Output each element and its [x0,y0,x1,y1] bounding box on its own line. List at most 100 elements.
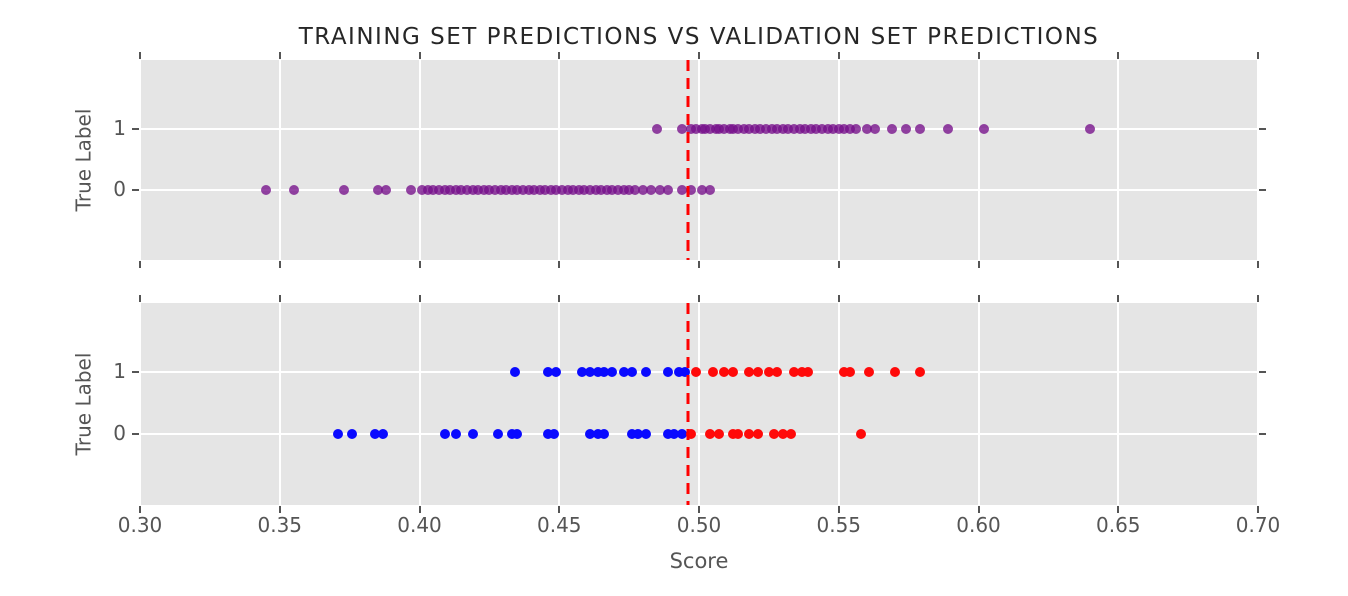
vertical-gridline [1257,60,1259,260]
data-point [523,184,534,195]
data-point [548,429,559,440]
data-point [738,123,749,134]
data-point [864,367,875,378]
data-point [495,184,506,195]
x-tick-mark [977,506,980,513]
vertical-gridline [418,60,421,260]
data-point [677,184,688,195]
x-tick-mark [1257,295,1259,302]
data-point [797,367,808,378]
data-point [663,367,674,378]
data-point [886,123,897,134]
data-point [584,429,595,440]
data-point [719,367,730,378]
data-point [545,184,556,195]
data-point [640,429,651,440]
x-tick-mark [139,52,141,59]
x-tick-mark [837,52,840,59]
x-tick-mark [418,295,421,302]
y-axis-label-text: True Label [71,108,96,212]
y-tick-label: 1 [113,359,126,384]
data-point [626,429,637,440]
data-point [914,367,925,378]
data-point [744,429,755,440]
data-point [691,367,702,378]
y-tick-mark [1259,188,1266,191]
data-point [632,429,643,440]
data-point [777,123,788,134]
data-point [707,367,718,378]
x-tick-mark [977,261,980,268]
x-tick-mark [418,506,421,513]
data-point [598,367,609,378]
y-tick-mark [132,371,139,374]
data-point [646,184,657,195]
x-tick-label: 0.55 [816,513,862,537]
data-point [512,429,523,440]
x-tick-label: 0.60 [956,513,1001,537]
x-tick-mark [698,52,700,59]
data-point [473,184,484,195]
y-tick-label: 0 [113,421,126,446]
horizontal-gridline [140,433,1258,436]
data-point [543,429,554,440]
data-point [942,123,953,134]
data-point [347,429,358,440]
data-point [529,184,540,195]
data-point [380,184,391,195]
x-tick-mark [418,52,421,59]
data-point [607,367,618,378]
data-point [543,367,554,378]
data-point [369,429,380,440]
data-point [752,429,763,440]
x-tick-label: 0.35 [257,513,303,537]
data-point [705,123,716,134]
x-tick-label: 0.70 [1235,513,1281,537]
data-point [624,184,635,195]
data-point [811,123,822,134]
vertical-gridline [558,60,561,260]
x-tick-mark [837,261,840,268]
y-tick-mark [1259,371,1266,374]
x-tick-mark [837,295,840,302]
threshold-line [686,60,690,260]
data-point [492,429,503,440]
data-point [733,429,744,440]
y-axis-label-validation: True Label [70,303,96,505]
vertical-gridline [278,303,281,505]
vertical-gridline [698,60,700,260]
data-point [506,184,517,195]
x-tick-mark [1117,52,1120,59]
data-point [484,184,495,195]
data-point [489,184,500,195]
y-axis-label-training: True Label [70,60,96,260]
data-point [573,184,584,195]
data-point [584,367,595,378]
data-point [509,367,520,378]
data-point [816,123,827,134]
x-tick-label: 0.40 [397,513,442,537]
data-point [593,367,604,378]
y-tick-mark [132,188,139,191]
x-tick-mark [698,295,700,302]
data-point [772,123,783,134]
data-point [598,429,609,440]
data-point [428,184,439,195]
data-point [288,184,299,195]
x-axis-label: Score [669,549,729,573]
x-tick-mark [837,506,840,513]
data-point [260,184,271,195]
data-point [601,184,612,195]
data-point [685,123,696,134]
data-point [674,367,685,378]
data-point [372,184,383,195]
data-point [749,123,760,134]
x-tick-mark [139,261,141,268]
x-tick-mark [558,52,561,59]
data-point [551,367,562,378]
data-point [654,184,665,195]
data-point [663,429,674,440]
data-point [534,184,545,195]
x-tick-mark [139,506,141,513]
x-tick-mark [418,261,421,268]
